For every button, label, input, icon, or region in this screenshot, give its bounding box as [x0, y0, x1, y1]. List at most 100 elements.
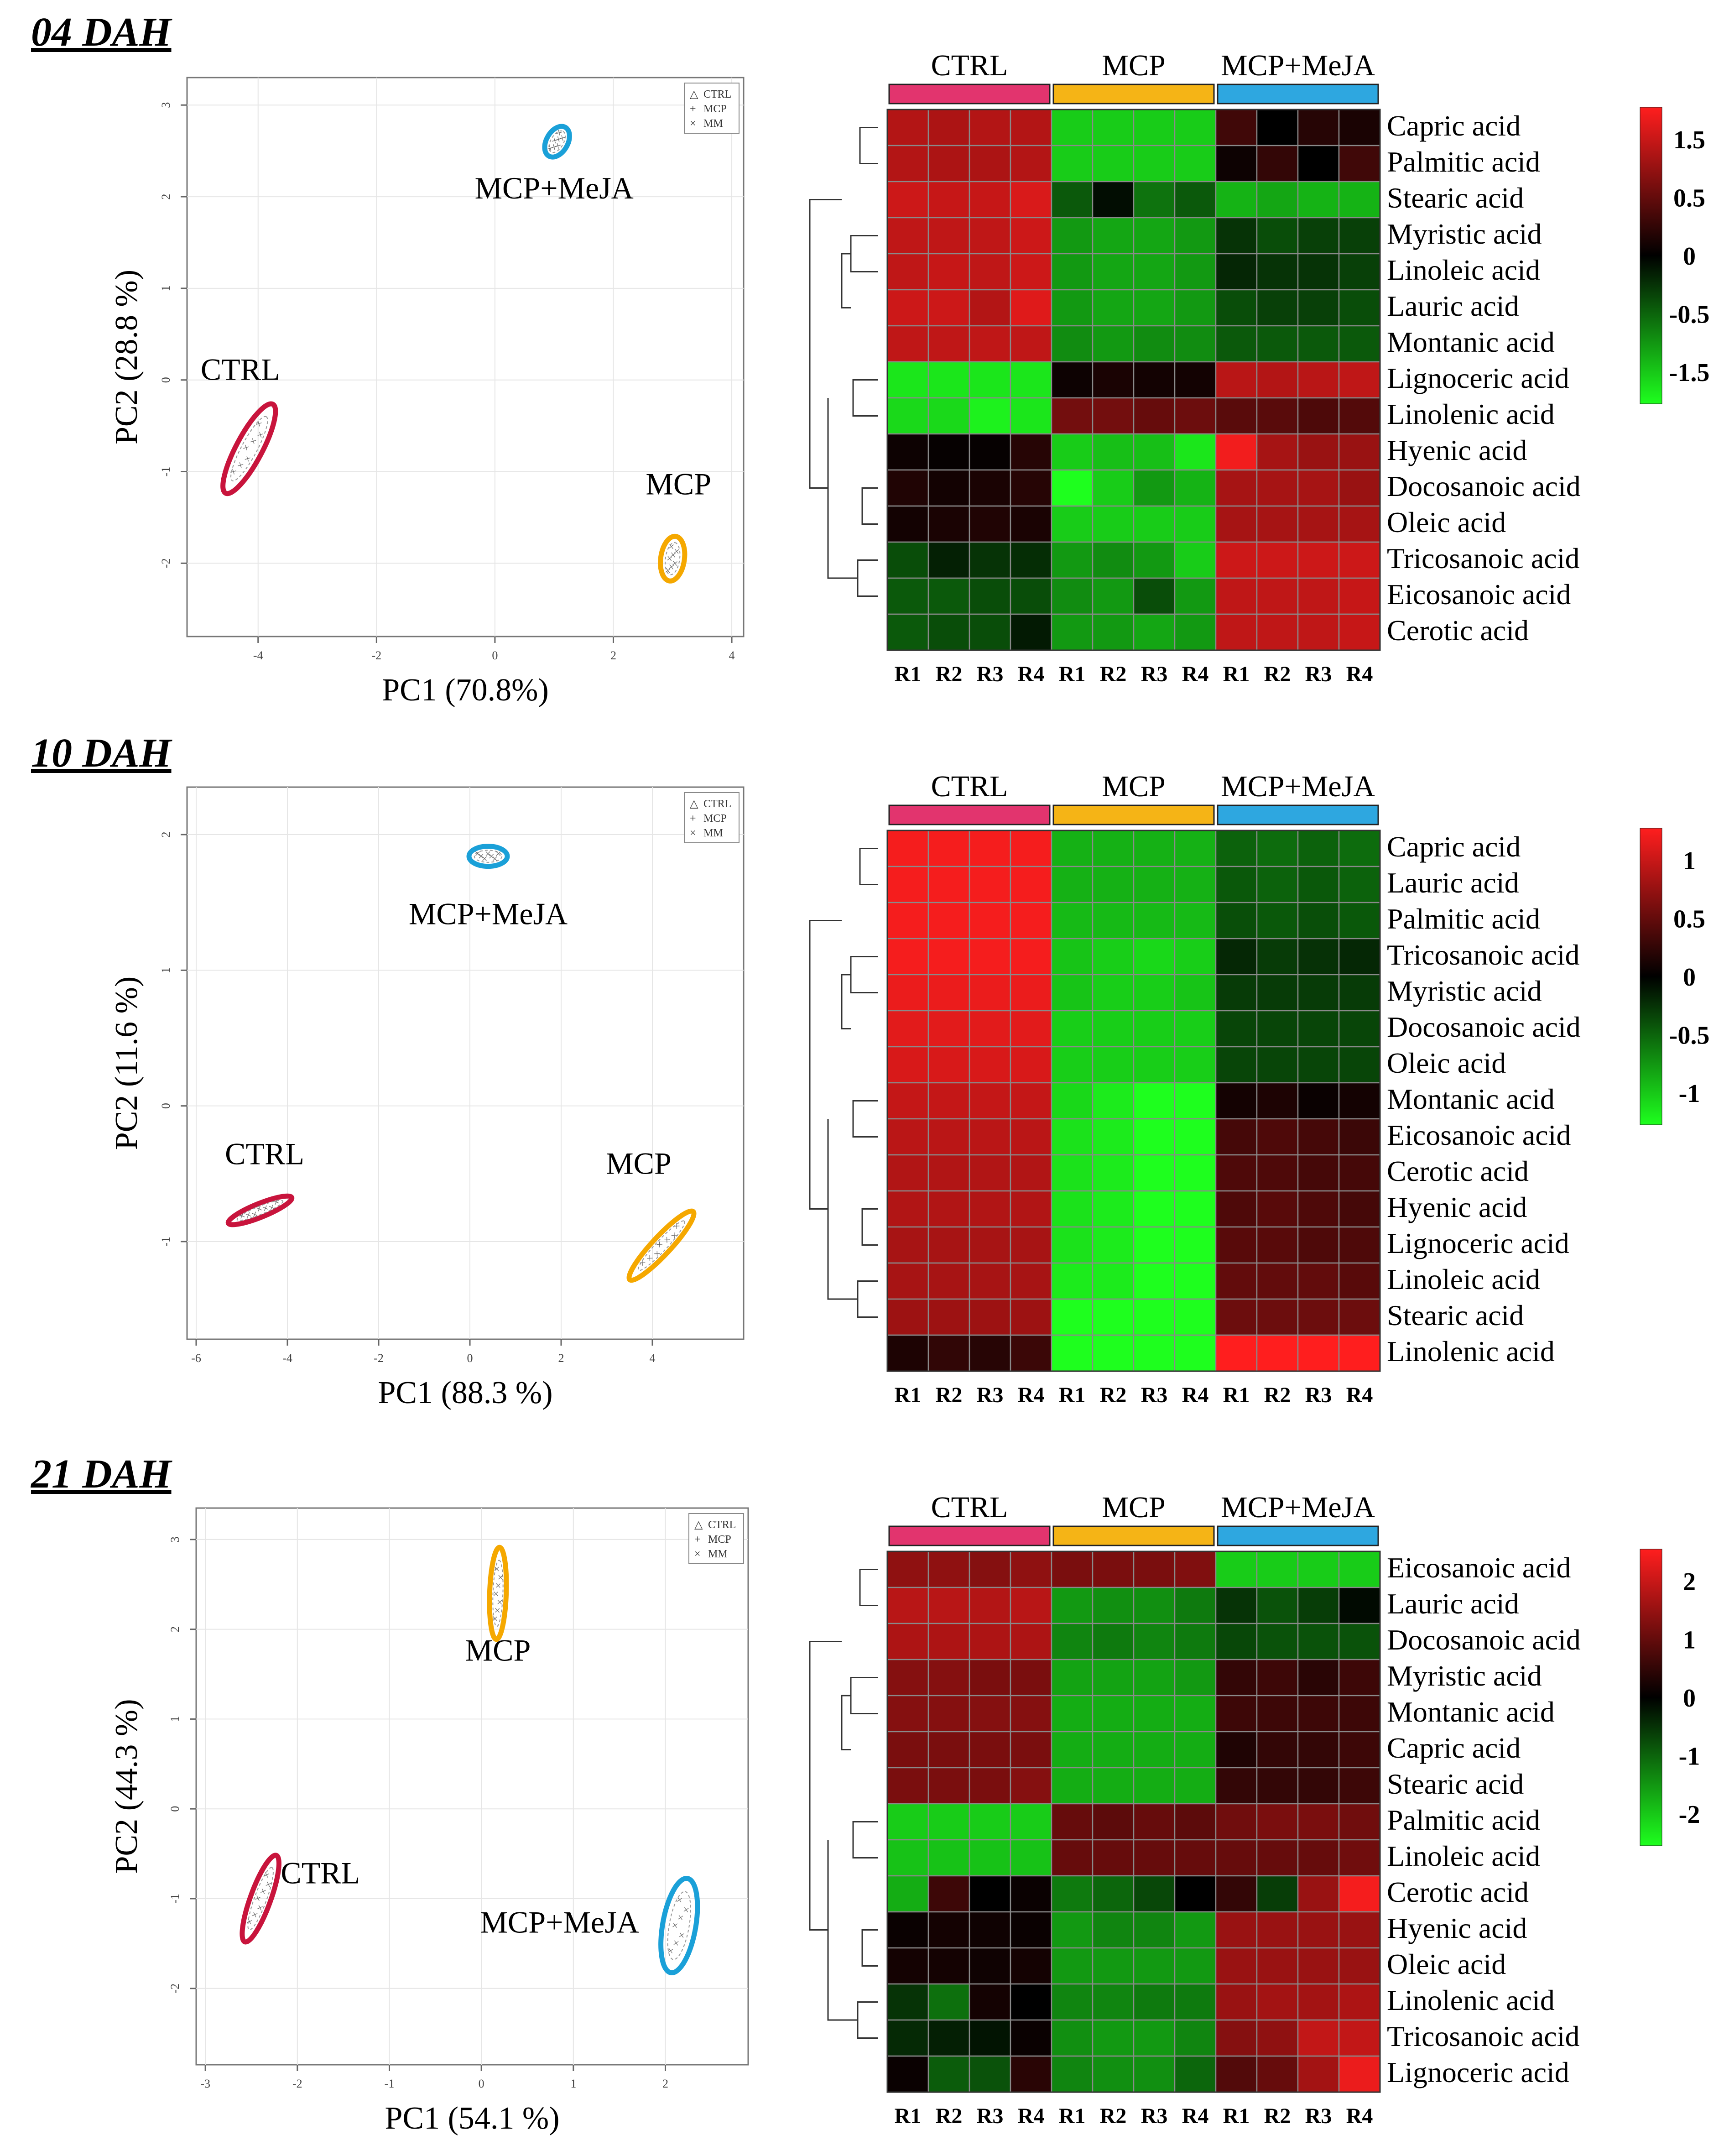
heatmap-cell — [1297, 1010, 1340, 1048]
heatmap-cell — [886, 253, 929, 291]
heatmap-cell — [1010, 253, 1052, 291]
heatmap-cell — [969, 1623, 1011, 1660]
heatmap-cell — [1092, 505, 1135, 543]
scale-label: 0 — [1683, 242, 1696, 271]
group-color-bar — [1217, 804, 1379, 825]
dendrogram-branch — [861, 487, 878, 525]
heatmap-cell — [1297, 541, 1340, 579]
heatmap-cell — [1092, 2019, 1135, 2057]
legend-label: MCP — [708, 1534, 731, 1545]
row-label: Oleic acid — [1387, 1948, 1506, 1980]
heatmap-cell — [1051, 1334, 1094, 1372]
heatmap-cell — [1215, 1839, 1258, 1877]
legend-symbol: △ — [690, 798, 698, 810]
y-tick-label: 2 — [159, 194, 172, 200]
row-label: Linoleic acid — [1387, 254, 1540, 286]
heatmap-cell — [886, 1587, 929, 1624]
inner-ellipse — [236, 1200, 284, 1221]
heatmap-cell — [1174, 433, 1217, 471]
heatmap-cell — [1338, 1262, 1381, 1300]
heatmap-cell — [1051, 1046, 1094, 1084]
heatmap-cell — [969, 505, 1011, 543]
heatmap-cell — [1256, 505, 1299, 543]
heatmap-cell — [1297, 1118, 1340, 1156]
pca-frame — [195, 1507, 749, 2066]
heatmap-cell — [969, 1046, 1011, 1084]
heatmap-cell — [1174, 289, 1217, 327]
heatmap-cell — [1010, 1803, 1052, 1841]
heatmap-cell — [1051, 109, 1094, 146]
heatmap-cell — [1338, 325, 1381, 363]
heatmap-cell — [1010, 1118, 1052, 1156]
row-label: Hyenic acid — [1387, 1191, 1527, 1223]
heatmap-cell — [1297, 613, 1340, 651]
heatmap-cell — [1215, 325, 1258, 363]
heatmap-cell — [1338, 2019, 1381, 2057]
sample-point: × — [666, 563, 678, 571]
heatmap-cell — [1092, 1262, 1135, 1300]
y-axis-label: PC2 (44.3 %) — [109, 1699, 144, 1874]
heatmap-cell — [1297, 1262, 1340, 1300]
heatmap: CTRL MCP MCP+MeJA Capric acid Lauric acid Pal… — [809, 770, 1709, 1407]
x-tick-label: -1 — [385, 2077, 395, 2090]
dendrogram-branch — [859, 848, 878, 885]
x-tick-label: -2 — [292, 2077, 302, 2090]
dendrogram-branch — [850, 956, 878, 993]
heatmap-cell — [1174, 902, 1217, 940]
column-label: R4 — [1182, 1383, 1209, 1407]
heatmap-cell — [1010, 145, 1052, 183]
heatmap-cell — [1215, 902, 1258, 940]
color-scale-bar — [1640, 828, 1662, 1125]
heatmap-cell — [927, 325, 970, 363]
heatmap-cell — [927, 1767, 970, 1805]
color-scale-bar — [1640, 107, 1662, 404]
sample-point: × — [669, 559, 682, 567]
column-label: R4 — [1346, 1383, 1373, 1407]
heatmap-cell — [1338, 145, 1381, 183]
heatmap-cell — [927, 2055, 970, 2093]
sample-point: × — [481, 853, 488, 865]
heatmap-cell — [1338, 902, 1381, 940]
heatmap-cell — [1215, 1623, 1258, 1660]
heatmap-cell — [1297, 830, 1340, 867]
heatmap-cell — [1215, 469, 1258, 507]
heatmap-cell — [886, 613, 929, 651]
heatmap-cell — [1297, 1190, 1340, 1228]
heatmap-cell — [1297, 1226, 1340, 1264]
heatmap-cell — [1010, 1190, 1052, 1228]
sample-point: × — [492, 853, 498, 865]
group-label: CTRL — [201, 352, 280, 387]
heatmap-cell — [1051, 1082, 1094, 1120]
heatmap-cell — [969, 361, 1011, 399]
heatmap-cell — [1010, 1550, 1052, 1588]
row-label: Linoleic acid — [1387, 1263, 1540, 1295]
heatmap-cell — [1051, 1550, 1094, 1588]
heatmap-cell — [1051, 505, 1094, 543]
heatmap-cell — [1010, 289, 1052, 327]
heatmap-cell — [1051, 1875, 1094, 1913]
column-label: R4 — [1346, 662, 1373, 686]
inner-ellipse — [665, 542, 681, 575]
heatmap: CTRL MCP MCP+MeJA Capric acid Palmitic acid S… — [809, 49, 1709, 686]
column-label: R2 — [936, 1383, 963, 1407]
heatmap-cell — [1051, 1695, 1094, 1733]
x-axis-label: PC1 (88.3 %) — [378, 1375, 552, 1410]
column-label: R4 — [1182, 2104, 1209, 2128]
heatmap-cell — [969, 1731, 1011, 1769]
heatmap-cell — [886, 325, 929, 363]
heatmap-cell — [886, 974, 929, 1012]
heatmap-cell — [1215, 1082, 1258, 1120]
heatmap-cell — [1174, 1767, 1217, 1805]
heatmap-cell — [1133, 505, 1176, 543]
legend-symbol: △ — [694, 1519, 703, 1531]
heatmap-cell — [1174, 1983, 1217, 2021]
x-tick-label: -2 — [374, 1352, 384, 1365]
heatmap-cell — [1256, 1587, 1299, 1624]
heatmap-cell — [1133, 830, 1176, 867]
sample-point: × — [669, 1921, 682, 1930]
heatmap-cell — [1092, 577, 1135, 615]
heatmap-cell — [1256, 109, 1299, 146]
heatmap-cell — [1338, 1947, 1381, 1985]
